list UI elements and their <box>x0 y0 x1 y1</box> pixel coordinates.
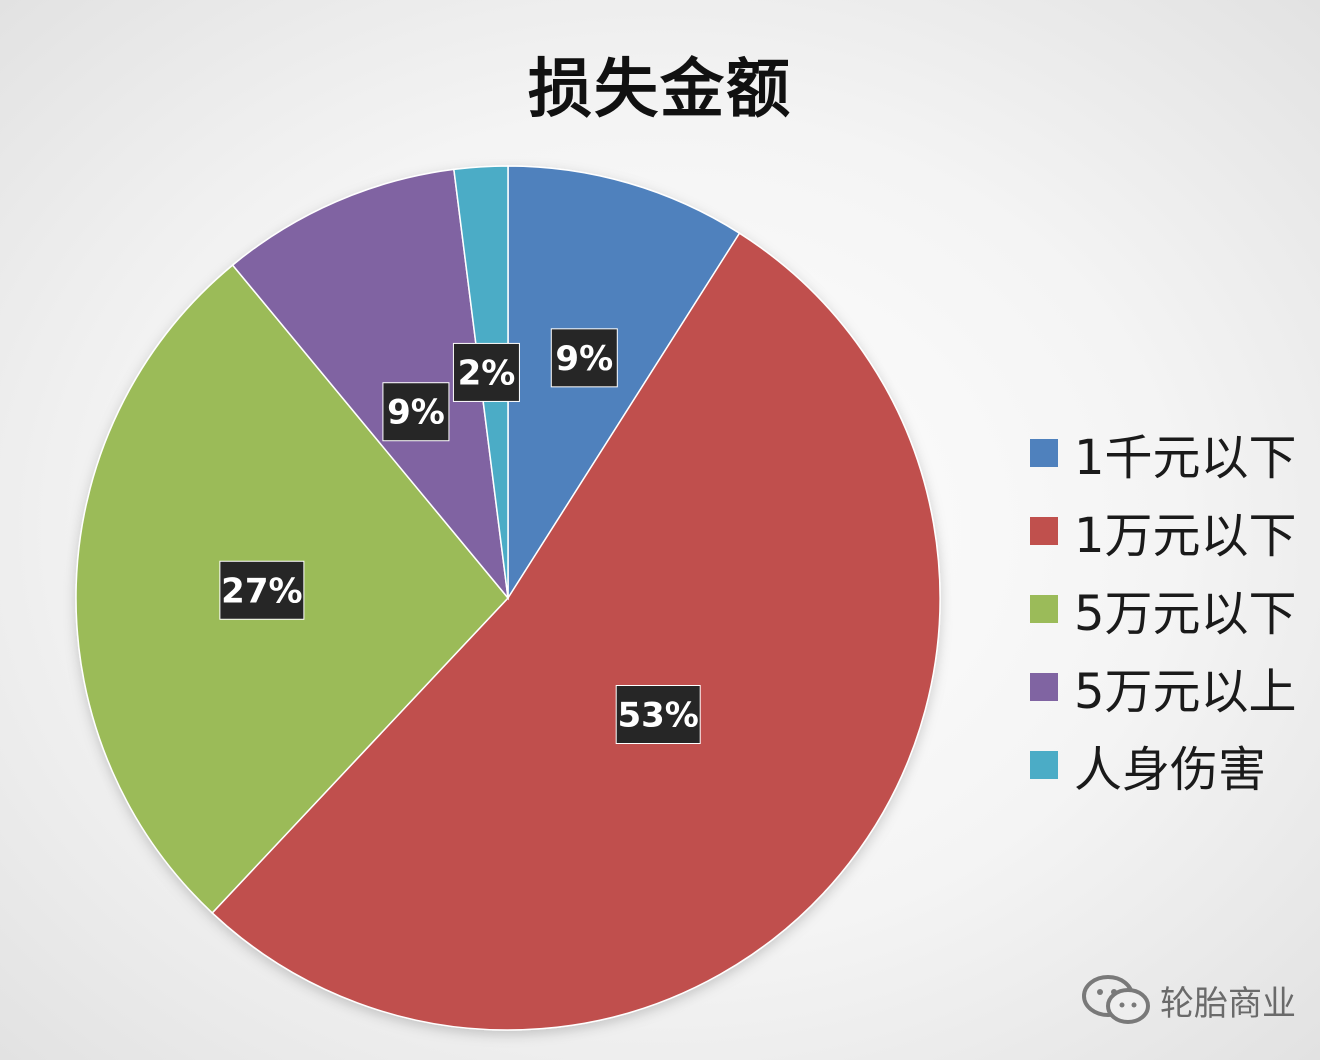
legend-label: 1千元以下 <box>1074 430 1297 486</box>
legend-label: 1万元以下 <box>1074 508 1297 564</box>
data-label-4: 9% <box>382 382 450 442</box>
legend-item-1: 1千元以下 <box>1030 414 1297 492</box>
legend-swatch <box>1030 595 1058 623</box>
watermark-text: 轮胎商业 <box>1160 983 1296 1024</box>
pie-slice-4 <box>231 168 510 601</box>
legend-item-4: 5万元以上 <box>1030 648 1297 726</box>
data-label-text: 9% <box>387 393 445 433</box>
data-label-1: 9% <box>550 328 618 388</box>
legend-label: 人身伤害 <box>1074 742 1267 798</box>
data-label-box <box>219 560 305 620</box>
legend-label: 5万元以下 <box>1074 586 1297 642</box>
legend-swatch <box>1030 517 1058 545</box>
legend-item-3: 5万元以下 <box>1030 570 1297 648</box>
watermark: 轮胎商业 <box>1080 972 1296 1028</box>
legend: 1千元以下 1万元以下 5万元以下 5万元以上人身伤害 <box>1030 414 1297 804</box>
data-label-text: 53% <box>617 696 698 736</box>
pie-data-labels: 9% 53% 27% 9% 2% <box>219 328 701 745</box>
data-label-box <box>382 382 450 442</box>
data-label-text: 27% <box>221 571 302 611</box>
pie-slices <box>75 165 941 1031</box>
chart-title: 损失金额 <box>528 53 792 127</box>
legend-label: 5万元以上 <box>1074 664 1297 720</box>
data-label-3: 27% <box>219 560 305 620</box>
legend-swatch <box>1030 673 1058 701</box>
pie-slice-1 <box>507 165 741 601</box>
data-label-text: 9% <box>555 339 613 379</box>
data-label-box <box>615 685 701 745</box>
legend-item-5: 人身伤害 <box>1030 726 1297 804</box>
data-label-text: 2% <box>458 353 516 393</box>
data-label-2: 53% <box>615 685 701 745</box>
legend-item-2: 1万元以下 <box>1030 492 1297 570</box>
data-label-box <box>550 328 618 388</box>
legend-swatch <box>1030 751 1058 779</box>
wechat-icon <box>1082 975 1150 1024</box>
data-label-box <box>452 342 520 402</box>
data-label-5: 2% <box>452 342 520 402</box>
pie-slice-2 <box>211 232 941 1031</box>
legend-swatch <box>1030 439 1058 467</box>
